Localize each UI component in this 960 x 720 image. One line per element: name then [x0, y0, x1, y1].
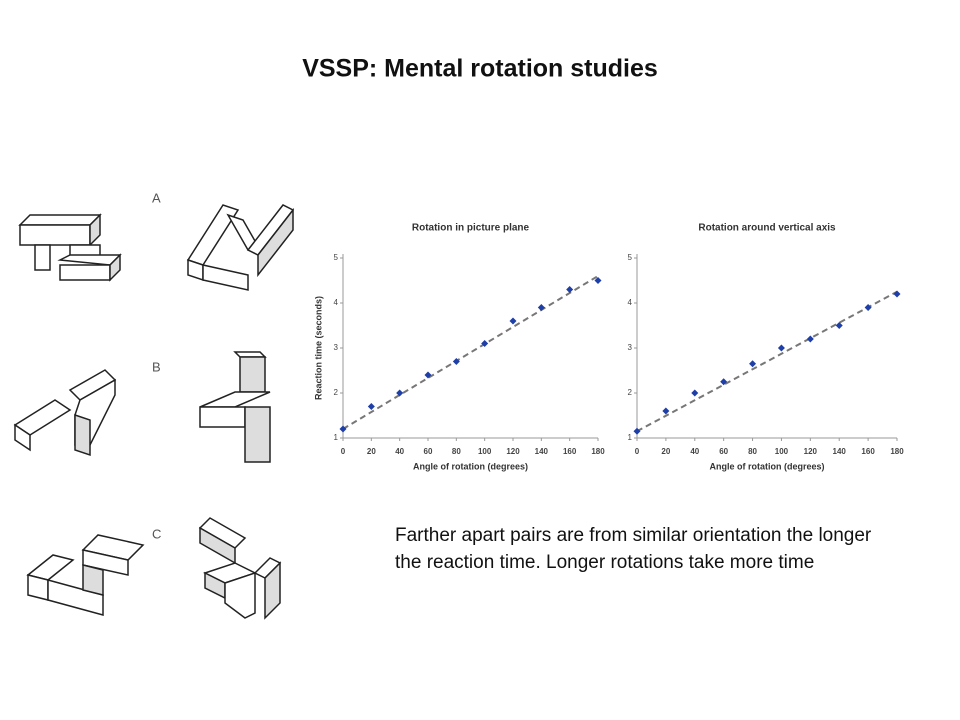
data-point: [481, 340, 489, 347]
x-tick-label: 40: [395, 447, 404, 456]
y-tick-label: 5: [334, 253, 339, 262]
cube-figure: [26, 534, 145, 616]
cube-figure: [13, 369, 117, 457]
x-tick-label: 120: [804, 447, 818, 456]
data-point: [691, 389, 699, 397]
x-tick-label: 0: [635, 447, 640, 456]
chart-title: Rotation in picture plane: [412, 223, 530, 234]
y-tick-label: 1: [628, 433, 633, 442]
data-point: [893, 290, 901, 298]
data-point: [452, 358, 460, 365]
data-point: [367, 403, 375, 410]
data-point: [777, 344, 785, 352]
data-point: [720, 378, 728, 386]
data-point: [509, 317, 517, 325]
x-tick-label: 120: [506, 447, 520, 456]
data-point: [806, 335, 814, 343]
data-point: [594, 277, 602, 284]
data-point: [633, 427, 641, 435]
x-axis-label: Angle of rotation (degrees): [709, 461, 824, 471]
data-point: [835, 322, 843, 329]
figure-label: B: [152, 359, 161, 374]
cube-figure: [18, 213, 122, 282]
data-point: [662, 407, 670, 415]
x-tick-label: 60: [719, 447, 728, 456]
x-tick-label: 80: [748, 447, 757, 456]
data-point: [566, 286, 574, 293]
x-tick-label: 140: [535, 447, 549, 456]
y-tick-label: 2: [628, 388, 633, 397]
x-tick-label: 140: [833, 447, 847, 456]
y-tick-label: 4: [334, 298, 339, 307]
x-tick-label: 160: [563, 447, 577, 456]
y-tick-label: 3: [628, 343, 633, 352]
trend-line: [342, 275, 599, 430]
trend-line: [636, 290, 898, 433]
x-tick-label: 180: [591, 447, 605, 456]
x-axis-label: Angle of rotation (degrees): [413, 461, 528, 471]
x-tick-label: 100: [478, 447, 492, 456]
y-axis-label: Reaction time (seconds): [313, 296, 323, 400]
x-tick-label: 60: [424, 447, 433, 456]
data-point: [864, 304, 872, 311]
data-point: [749, 360, 757, 368]
cube-figure: [198, 517, 282, 620]
chart-title: Rotation around vertical axis: [698, 223, 836, 234]
slide-title: VSSP: Mental rotation studies: [302, 55, 658, 83]
y-tick-label: 5: [628, 253, 633, 262]
x-tick-label: 20: [367, 447, 376, 456]
caption: Farther apart pairs are from similar ori…: [395, 525, 872, 573]
y-tick-label: 1: [334, 433, 339, 442]
data-point: [537, 304, 545, 311]
x-tick-label: 80: [452, 447, 461, 456]
y-tick-label: 4: [628, 298, 633, 307]
data-point: [396, 389, 404, 397]
data-point: [424, 371, 432, 379]
y-tick-label: 2: [334, 388, 339, 397]
cube-figure: [186, 204, 295, 291]
x-tick-label: 100: [775, 447, 789, 456]
y-tick-label: 3: [334, 343, 339, 352]
x-tick-label: 40: [690, 447, 699, 456]
x-tick-label: 20: [661, 447, 670, 456]
figure-label: C: [152, 526, 161, 541]
x-tick-label: 0: [341, 447, 346, 456]
x-tick-label: 180: [890, 447, 904, 456]
data-point: [339, 425, 347, 433]
x-tick-label: 160: [861, 447, 875, 456]
cube-figure: [199, 351, 271, 463]
figure-label: A: [152, 190, 161, 205]
